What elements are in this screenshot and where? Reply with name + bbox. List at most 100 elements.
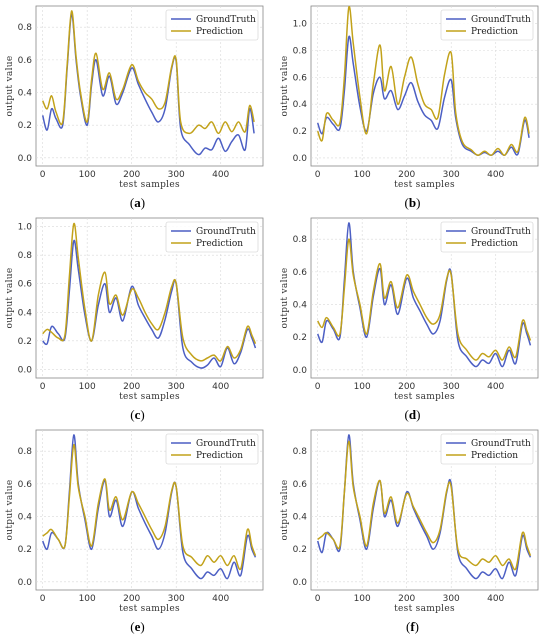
x-tick-label: 100 (354, 594, 371, 604)
x-tick-label: 200 (123, 594, 140, 604)
series-line-groundtruth (42, 239, 257, 369)
legend-label: Prediction (196, 239, 243, 249)
legend-label: Prediction (196, 451, 243, 461)
y-tick-label: 0.8 (18, 23, 33, 33)
x-tick-label: 300 (168, 594, 185, 604)
y-tick-label: 0.4 (18, 308, 33, 318)
legend-box (440, 221, 534, 253)
y-tick-label: 0.4 (18, 513, 33, 523)
series-line-prediction (316, 6, 530, 156)
series-line-prediction (317, 238, 532, 361)
x-tick-label: 400 (487, 170, 504, 180)
y-tick-label: 0.0 (18, 578, 33, 588)
chart-a: 0 100 200 300 400 0.0 0.2 0.4 0.6 0.8 test samples… (5, 5, 264, 190)
x-axis-label: test samples (394, 180, 455, 190)
legend-label: Prediction (471, 451, 518, 461)
legend-label: GroundTruth (471, 227, 531, 237)
x-axis-label: test samples (394, 392, 455, 402)
legend-label: Prediction (471, 239, 518, 249)
x-tick-label: 200 (398, 382, 415, 392)
legend-box (165, 9, 259, 41)
y-tick-label: 0.6 (293, 480, 308, 490)
y-axis-label: output value (280, 480, 290, 541)
legend-label: GroundTruth (471, 15, 531, 25)
x-tick-label: 300 (443, 382, 460, 392)
x-tick-label: 400 (212, 382, 229, 392)
legend-label: GroundTruth (196, 227, 256, 237)
legend-label: GroundTruth (471, 439, 531, 449)
x-tick-label: 400 (487, 382, 504, 392)
caption-e: (e) (130, 619, 145, 634)
y-tick-label: 0.4 (293, 513, 308, 523)
chart-b: 0 100 200 300 400 0.0 0.2 0.4 0.6 0.8 1.0 test samp… (280, 5, 539, 190)
series-line-groundtruth (41, 434, 257, 580)
y-tick-label: 0.6 (18, 56, 33, 66)
y-tick-label: 0.8 (293, 447, 308, 457)
caption-d: (d) (404, 407, 421, 422)
x-tick-label: 100 (79, 170, 96, 180)
y-tick-label: 0.4 (293, 301, 308, 311)
x-tick-label: 400 (212, 594, 229, 604)
legend-box (165, 221, 259, 253)
series-line-groundtruth (316, 222, 532, 368)
y-tick-label: 1.0 (18, 223, 33, 233)
caption-a: (a) (129, 195, 146, 210)
y-axis-label: output value (5, 480, 15, 541)
x-tick-label: 400 (487, 594, 504, 604)
series-line-groundtruth (316, 434, 532, 580)
panel-e: 0 100 200 300 400 0.0 0.2 0.4 0.6 0.8 test samples… (0, 424, 275, 636)
x-tick-label: 300 (168, 170, 185, 180)
y-axis-label: output value (280, 56, 290, 117)
y-axis-label: output value (5, 56, 15, 117)
x-tick-label: 0 (315, 594, 321, 604)
panel-c: 0 100 200 300 400 0.0 0.2 0.4 0.6 0.8 1.0 test samp… (0, 212, 275, 424)
x-tick-label: 400 (212, 170, 229, 180)
x-tick-label: 200 (123, 170, 140, 180)
x-tick-label: 200 (398, 170, 415, 180)
series-line-prediction (42, 443, 257, 571)
y-tick-label: 0.8 (293, 46, 308, 56)
y-tick-label: 0.0 (293, 578, 308, 588)
y-tick-label: 0.2 (293, 545, 307, 555)
y-tick-label: 0.6 (18, 280, 33, 290)
legend-label: GroundTruth (196, 15, 256, 25)
x-axis-label: test samples (119, 180, 180, 190)
x-axis-label: test samples (119, 392, 180, 402)
chart-f: 0 100 200 300 400 0.0 0.2 0.4 0.6 0.8 test samples… (280, 429, 539, 614)
x-tick-label: 200 (123, 382, 140, 392)
y-tick-label: 0.2 (293, 127, 307, 137)
legend-box (165, 433, 259, 465)
series-line-prediction (42, 222, 257, 362)
y-tick-label: 0.0 (18, 365, 33, 375)
x-tick-label: 100 (354, 170, 371, 180)
y-tick-label: 0.0 (18, 154, 33, 164)
y-tick-label: 0.6 (293, 73, 308, 83)
x-tick-label: 300 (168, 382, 185, 392)
x-tick-label: 0 (315, 170, 321, 180)
legend-box (440, 433, 534, 465)
panel-b: 0 100 200 300 400 0.0 0.2 0.4 0.6 0.8 1.0 test samp… (275, 0, 550, 212)
y-tick-label: 0.4 (293, 100, 308, 110)
panel-f: 0 100 200 300 400 0.0 0.2 0.4 0.6 0.8 test samples… (275, 424, 550, 636)
x-tick-label: 200 (398, 594, 415, 604)
y-tick-label: 0.0 (293, 154, 308, 164)
y-tick-label: 0.6 (293, 268, 308, 278)
y-tick-label: 0.4 (18, 89, 33, 99)
legend-label: Prediction (196, 27, 243, 37)
x-tick-label: 0 (40, 382, 46, 392)
y-tick-label: 0.2 (18, 337, 32, 347)
series-line-prediction (41, 10, 255, 135)
y-tick-label: 0.2 (18, 121, 32, 131)
legend-box (440, 9, 534, 41)
series-line-prediction (317, 440, 532, 571)
y-tick-label: 0.2 (18, 545, 32, 555)
x-tick-label: 100 (79, 382, 96, 392)
x-axis-label: test samples (394, 604, 455, 614)
caption-b: (b) (404, 195, 421, 210)
caption-c: (c) (130, 407, 145, 422)
chart-e: 0 100 200 300 400 0.0 0.2 0.4 0.6 0.8 test samples… (5, 429, 264, 614)
x-axis-label: test samples (119, 604, 180, 614)
y-tick-label: 0.6 (18, 480, 33, 490)
x-tick-label: 300 (443, 594, 460, 604)
x-tick-label: 100 (79, 594, 96, 604)
